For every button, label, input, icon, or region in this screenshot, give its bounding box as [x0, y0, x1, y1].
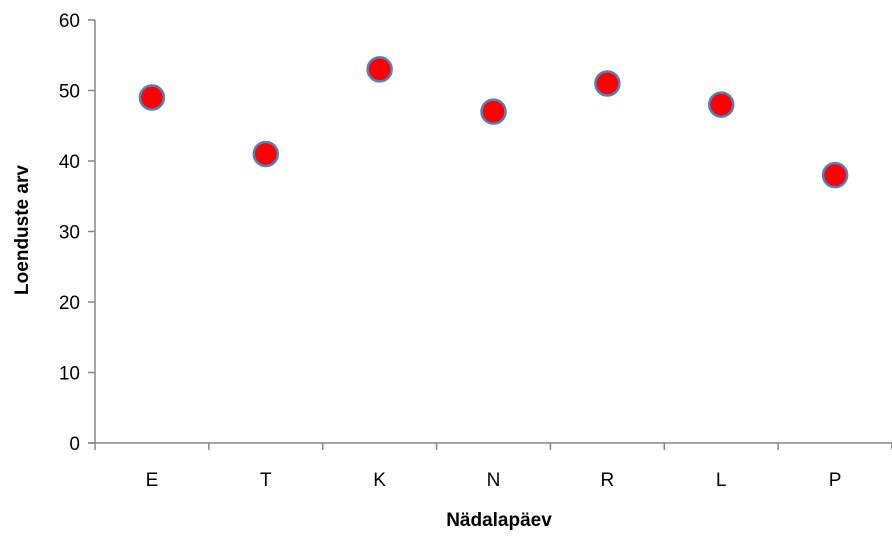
y-tick-label: 20 — [59, 293, 80, 314]
data-point — [366, 56, 393, 83]
x-tick-label: N — [487, 470, 501, 491]
x-tick-label: T — [260, 470, 272, 491]
data-point — [480, 98, 507, 125]
x-tick-label: E — [146, 470, 159, 491]
data-point — [138, 84, 166, 111]
y-tick-label: 0 — [69, 434, 80, 455]
data-points — [138, 56, 849, 189]
x-tick-label: L — [716, 470, 727, 491]
y-tick-label: 30 — [59, 223, 80, 244]
y-tick-label: 60 — [59, 11, 80, 32]
x-axis-title: Nädalapäev — [446, 510, 552, 531]
y-tick-label: 50 — [59, 82, 80, 103]
data-point — [707, 91, 735, 118]
data-point — [821, 161, 849, 189]
y-axis-title: Loenduste arv — [12, 165, 33, 295]
y-tick-label: 40 — [59, 152, 80, 173]
x-tick-label: P — [829, 470, 842, 491]
axes-group — [88, 19, 892, 450]
y-tick-labels: 0 10 20 30 40 50 60 — [59, 11, 80, 455]
data-point — [252, 140, 280, 168]
x-tick-label: K — [373, 470, 386, 491]
x-tick-label: R — [600, 470, 614, 491]
y-tick-label: 10 — [59, 364, 80, 385]
data-point — [594, 70, 621, 97]
